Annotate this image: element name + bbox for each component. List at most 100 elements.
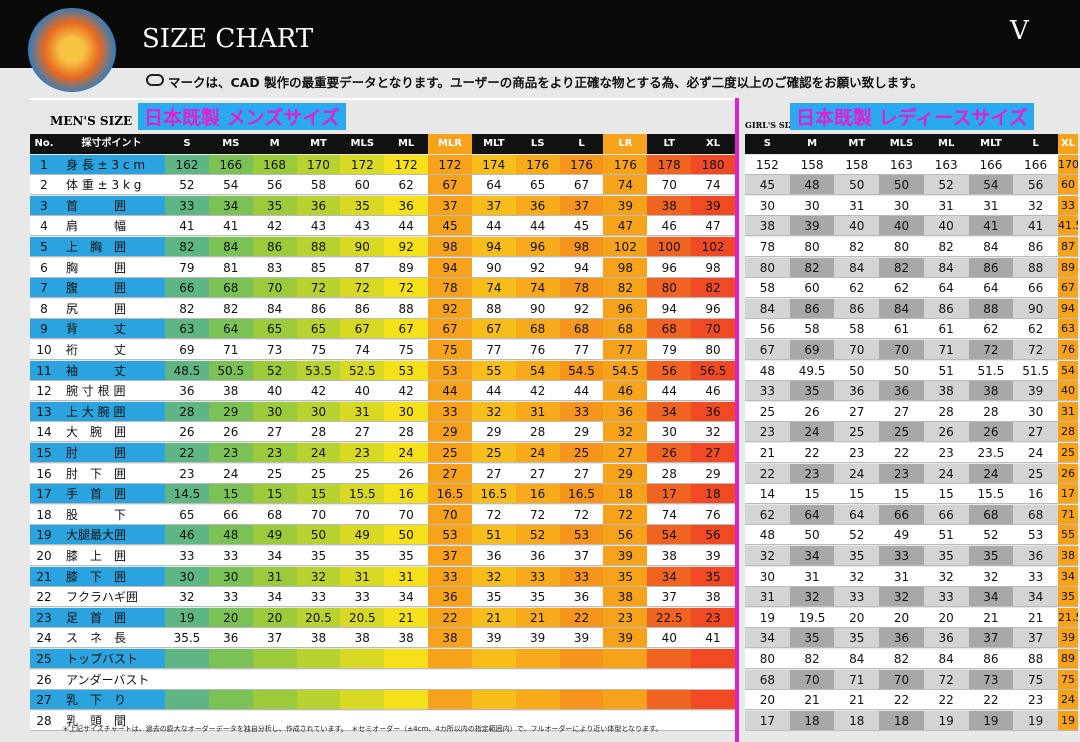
size-value: 30 — [647, 422, 692, 443]
size-value: 41 — [165, 216, 209, 237]
row-label: 4 — [30, 216, 58, 237]
size-value: 163 — [879, 154, 924, 175]
size-value — [296, 669, 341, 690]
size-value: 24 — [1058, 690, 1078, 711]
size-value: 44 — [471, 381, 516, 402]
size-value: 84 — [923, 649, 969, 669]
row-label: 14 — [30, 422, 58, 443]
size-value: 23 — [603, 607, 648, 628]
size-value: 32 — [471, 566, 516, 587]
size-value: 74 — [515, 278, 560, 299]
size-value — [252, 669, 297, 690]
size-value: 14 — [745, 484, 790, 505]
size-value: 22 — [923, 690, 969, 711]
size-value: 21 — [1013, 607, 1058, 628]
size-value: 65 — [515, 175, 560, 196]
size-value: 70 — [428, 504, 472, 525]
size-value: 63 — [165, 319, 209, 340]
row-label: 大腿最大囲 — [58, 525, 165, 546]
size-value: 82 — [789, 257, 835, 278]
size-value: 44 — [559, 381, 604, 402]
row-label: 上 胸 囲 — [58, 237, 165, 257]
size-value: 32 — [1013, 195, 1058, 216]
size-value: 174 — [471, 154, 516, 175]
size-value: 98 — [559, 237, 604, 257]
size-value: 68 — [515, 319, 560, 340]
size-value: 23 — [745, 422, 790, 443]
size-value: 39 — [691, 195, 735, 216]
size-value: 36 — [296, 195, 341, 216]
size-value: 40 — [252, 381, 297, 402]
size-value: 64 — [789, 504, 835, 525]
size-value: 76 — [691, 504, 735, 525]
size-value: 74 — [340, 340, 385, 360]
size-value: 30 — [296, 401, 341, 422]
size-value: 19.5 — [789, 607, 835, 628]
size-value: 15.5 — [340, 484, 385, 505]
size-value: 37 — [471, 195, 516, 216]
size-value: 34 — [252, 546, 297, 566]
size-value: 64 — [923, 278, 969, 299]
size-value: 68 — [559, 319, 604, 340]
size-value: 27 — [559, 463, 604, 484]
size-value: 62 — [968, 319, 1014, 340]
size-value: 20.5 — [340, 607, 385, 628]
size-value: 25 — [559, 443, 604, 463]
size-value: 20 — [879, 607, 924, 628]
size-value: 166 — [968, 154, 1014, 175]
size-value: 46 — [603, 381, 648, 402]
size-value: 30 — [789, 195, 835, 216]
row-label: 15 — [30, 443, 58, 463]
size-value: 71 — [834, 669, 880, 690]
size-value — [691, 669, 735, 690]
size-value: 46 — [165, 525, 209, 546]
column-header: XL — [691, 134, 735, 154]
size-value: 18 — [879, 710, 924, 731]
size-value: 58 — [745, 278, 790, 299]
size-value: 41 — [691, 628, 735, 649]
size-value: 53 — [384, 360, 429, 381]
size-value: 94 — [559, 257, 604, 278]
row-label: アンダーバスト — [58, 669, 165, 690]
column-header: MT — [834, 134, 880, 154]
size-value: 39 — [603, 628, 648, 649]
size-value: 24 — [789, 422, 835, 443]
size-value: 68 — [208, 278, 253, 299]
size-value: 27 — [1013, 422, 1058, 443]
size-value: 38 — [647, 546, 692, 566]
size-value: 49 — [879, 525, 924, 546]
size-value: 89 — [1058, 649, 1078, 669]
size-value: 40 — [923, 216, 969, 237]
size-value: 36 — [603, 401, 648, 422]
size-value — [165, 710, 209, 731]
size-value: 66 — [208, 504, 253, 525]
size-value — [559, 710, 604, 731]
size-value: 39 — [515, 628, 560, 649]
size-value: 47 — [603, 216, 648, 237]
size-value: 62 — [834, 278, 880, 299]
size-value: 53 — [428, 360, 472, 381]
size-value: 74 — [603, 175, 648, 196]
size-value: 67 — [559, 175, 604, 196]
row-label: 21 — [30, 566, 58, 587]
size-value: 25 — [834, 422, 880, 443]
size-value: 53.5 — [296, 360, 341, 381]
header-band — [0, 0, 1080, 68]
size-value: 21 — [515, 607, 560, 628]
size-value: 33 — [340, 587, 385, 608]
size-value — [515, 649, 560, 669]
size-value: 15 — [834, 484, 880, 505]
size-value: 96 — [691, 298, 735, 319]
size-value: 33 — [428, 401, 472, 422]
size-value: 20 — [834, 607, 880, 628]
size-value: 84 — [834, 649, 880, 669]
size-value: 76 — [1058, 340, 1078, 360]
row-label: 大 腕 囲 — [58, 422, 165, 443]
size-value: 35 — [834, 628, 880, 649]
size-value: 38 — [745, 216, 790, 237]
size-value: 49 — [252, 525, 297, 546]
size-value: 31 — [923, 195, 969, 216]
size-value — [471, 710, 516, 731]
row-label: 手 首 囲 — [58, 484, 165, 505]
